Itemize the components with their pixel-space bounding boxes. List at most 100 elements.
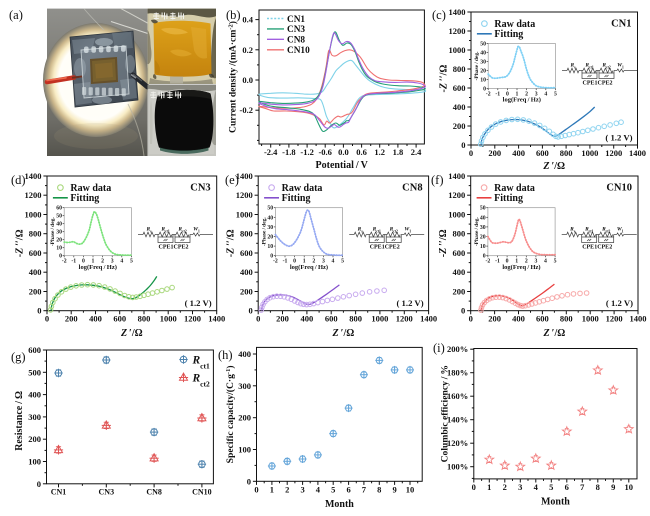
svg-text:0.0: 0.0	[242, 75, 253, 85]
svg-text:1000: 1000	[449, 45, 466, 55]
svg-text:800: 800	[560, 314, 573, 324]
svg-text:(e): (e)	[225, 173, 239, 187]
svg-text:0: 0	[472, 482, 476, 492]
svg-text:0: 0	[256, 314, 260, 324]
svg-text:1: 1	[515, 259, 518, 265]
svg-text:300: 300	[238, 381, 251, 391]
svg-text:log(Freq / Hz): log(Freq / Hz)	[503, 97, 541, 104]
svg-text:CPE1CPE2: CPE1CPE2	[159, 245, 189, 251]
svg-text:CN10: CN10	[606, 183, 632, 194]
svg-text:0: 0	[469, 148, 473, 158]
svg-text:600: 600	[536, 314, 549, 324]
svg-text:30: 30	[267, 225, 273, 231]
svg-text:1000: 1000	[160, 314, 177, 324]
svg-text:CN10: CN10	[287, 46, 310, 56]
svg-text:(b): (b)	[226, 8, 241, 22]
svg-text:1: 1	[516, 91, 519, 97]
svg-text:0: 0	[483, 254, 486, 260]
svg-text:Rct1: Rct1	[160, 227, 169, 234]
svg-text:CPE1CPE2: CPE1CPE2	[583, 81, 613, 87]
svg-text:8: 8	[377, 484, 381, 494]
svg-text:800: 800	[29, 229, 42, 239]
svg-text:Rct1: Rct1	[192, 355, 210, 371]
svg-text:800: 800	[560, 148, 573, 158]
svg-text:-Z ′′/Ω: -Z ′′/Ω	[439, 65, 450, 93]
svg-text:5: 5	[130, 259, 133, 265]
svg-text:-0.6: -0.6	[318, 147, 331, 157]
svg-text:Rct2: Rct2	[177, 227, 186, 234]
svg-text:0.2: 0.2	[242, 45, 253, 55]
svg-text:-2: -2	[273, 259, 278, 265]
svg-text:-2: -2	[62, 259, 67, 265]
svg-text:3: 3	[322, 259, 325, 265]
svg-text:10: 10	[406, 484, 415, 494]
svg-text:180%: 180%	[447, 368, 468, 378]
svg-text:1.2: 1.2	[374, 147, 385, 157]
svg-text:4: 4	[332, 259, 335, 265]
svg-text:-2: -2	[485, 259, 490, 265]
svg-text:Raw data: Raw data	[494, 19, 535, 30]
svg-text:6: 6	[346, 484, 350, 494]
svg-text:500: 500	[28, 367, 41, 377]
svg-text:-0.2: -0.2	[240, 105, 253, 115]
svg-text:-1.8: -1.8	[282, 147, 295, 157]
svg-text:9: 9	[611, 482, 615, 492]
svg-text:Resistance / Ω: Resistance / Ω	[14, 391, 25, 451]
svg-text:0: 0	[37, 479, 41, 489]
svg-text:0: 0	[254, 484, 258, 494]
svg-text:20: 20	[480, 69, 486, 75]
svg-text:Rct1: Rct1	[584, 227, 593, 234]
svg-text:-1: -1	[495, 259, 500, 265]
svg-text:Z ′/Ω: Z ′/Ω	[542, 161, 565, 172]
svg-text:400: 400	[29, 267, 42, 277]
svg-text:4: 4	[316, 484, 321, 494]
svg-text:200: 200	[488, 314, 501, 324]
svg-text:50: 50	[480, 42, 486, 48]
svg-text:0: 0	[82, 259, 85, 265]
svg-text:40: 40	[56, 222, 62, 228]
svg-text:2: 2	[525, 91, 528, 97]
svg-text:6: 6	[565, 482, 569, 492]
svg-text:3: 3	[300, 484, 304, 494]
svg-text:1000: 1000	[581, 148, 598, 158]
svg-text:800: 800	[452, 229, 465, 239]
svg-text:600: 600	[113, 314, 126, 324]
svg-text:200: 200	[28, 434, 41, 444]
svg-text:Rs: Rs	[569, 63, 576, 70]
svg-text:(g): (g)	[11, 350, 26, 364]
svg-text:CN1: CN1	[611, 19, 631, 30]
svg-text:200%: 200%	[447, 344, 468, 354]
svg-text:Fitting: Fitting	[494, 193, 523, 204]
svg-text:1000: 1000	[448, 210, 465, 220]
svg-text:200: 200	[488, 148, 501, 158]
svg-text:40: 40	[480, 51, 486, 57]
svg-text:1400: 1400	[236, 171, 253, 181]
svg-text:600: 600	[240, 248, 253, 258]
svg-text:100: 100	[238, 445, 251, 455]
svg-text:log(Freq / Hz): log(Freq / Hz)	[290, 264, 328, 271]
svg-text:CN10: CN10	[192, 487, 212, 496]
svg-text:Z ′/Ω: Z ′/Ω	[332, 328, 355, 339]
svg-text:10: 10	[267, 244, 273, 250]
svg-text:400: 400	[453, 102, 466, 112]
svg-text:5: 5	[341, 259, 344, 265]
svg-text:0: 0	[461, 140, 465, 150]
svg-text:0: 0	[293, 259, 296, 265]
svg-text:Rct2: Rct2	[389, 227, 398, 234]
svg-text:1200: 1200	[396, 314, 413, 324]
svg-text:1200: 1200	[605, 148, 622, 158]
svg-text:-2: -2	[486, 91, 491, 97]
svg-text:0: 0	[506, 259, 509, 265]
svg-text:W1: W1	[404, 227, 411, 234]
svg-text:( 1.2 V): ( 1.2 V)	[185, 298, 212, 308]
svg-text:-1: -1	[283, 259, 288, 265]
svg-text:-2.4: -2.4	[264, 147, 278, 157]
svg-text:CPE1CPE2: CPE1CPE2	[370, 245, 400, 251]
svg-text:50: 50	[480, 206, 486, 212]
svg-text:1: 1	[92, 259, 95, 265]
svg-text:800: 800	[138, 314, 151, 324]
svg-text:CN1: CN1	[287, 15, 305, 25]
svg-text:Raw data: Raw data	[70, 183, 111, 194]
svg-text:10: 10	[480, 244, 486, 250]
svg-text:20: 20	[267, 235, 273, 241]
